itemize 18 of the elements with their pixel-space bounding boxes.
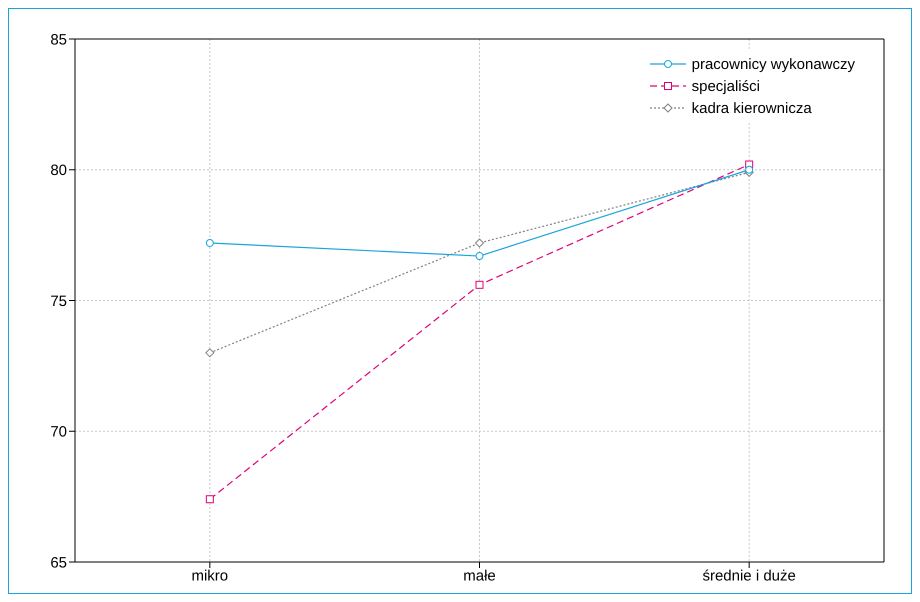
point	[475, 238, 484, 248]
x-tick-label: małe	[463, 568, 496, 585]
point	[476, 280, 484, 289]
point	[205, 348, 214, 358]
legend-label: pracownicy wykonawczy	[692, 56, 855, 72]
point	[206, 495, 214, 504]
legend-label: kadra kierownicza	[692, 100, 812, 116]
point	[206, 238, 214, 247]
y-tick-label: 65	[50, 554, 67, 572]
x-tick-label: mikro	[191, 568, 228, 585]
point	[476, 252, 484, 260]
y-tick-label: 70	[50, 424, 67, 441]
x-tick-label: średnie i duże	[702, 568, 796, 585]
point	[745, 166, 754, 174]
legend-label: specjaliści	[692, 78, 760, 94]
y-tick-label: 85	[50, 31, 67, 48]
y-tick-label: 75	[50, 292, 67, 310]
y-tick-label: 80	[50, 162, 67, 180]
